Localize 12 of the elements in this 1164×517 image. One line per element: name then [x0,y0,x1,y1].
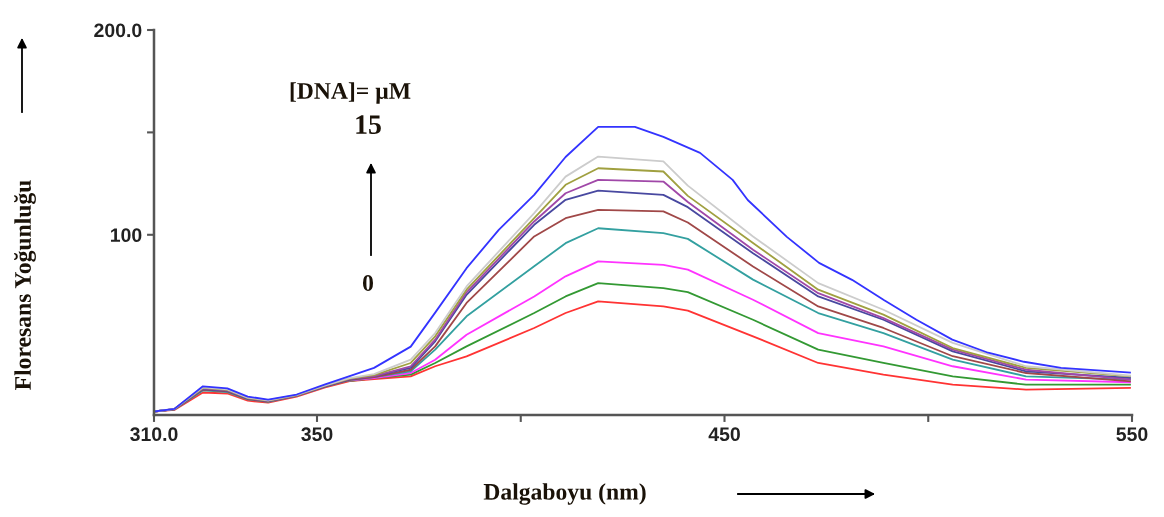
y-tick-label: 100 [110,228,142,243]
x-tick-label: 310.0 [130,427,178,442]
x-axis-title: Dalgaboyu (nm) [483,483,646,505]
y-tick-label: 200.0 [94,23,142,38]
line-series [348,260,1131,384]
y-axis-title: Floresans Yoğunluğu [14,180,36,390]
annotation: 15 [356,115,381,134]
x-tick-label: 450 [708,427,740,442]
x-tick-label: 350 [301,427,333,442]
annotation: [DNA]= µM [290,82,411,104]
x-tick-label: 550 [1116,427,1148,442]
annotation: 0 [363,274,373,291]
